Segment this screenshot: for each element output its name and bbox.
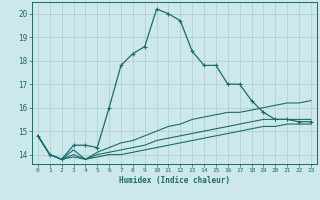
X-axis label: Humidex (Indice chaleur): Humidex (Indice chaleur)	[119, 176, 230, 185]
